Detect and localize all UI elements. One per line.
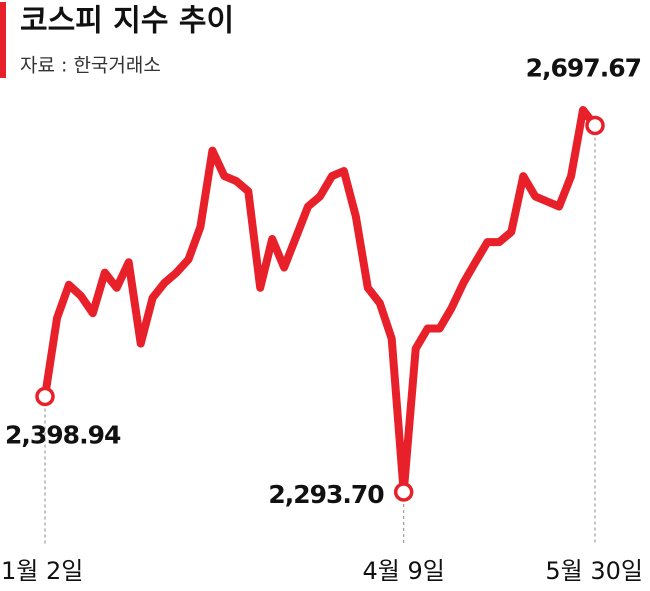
source-note: 자료 : 한국거래소	[20, 55, 161, 77]
point-marker	[393, 482, 414, 502]
line-series	[41, 106, 599, 496]
value-label: 2,293.70	[268, 480, 384, 509]
x-tick-label: 1월 2일	[1, 557, 83, 585]
title-accent	[0, 2, 6, 78]
x-tick-label: 5월 30일	[545, 557, 643, 585]
value-label: 2,697.67	[526, 53, 641, 82]
x-tick-label: 4월 9일	[363, 557, 445, 585]
point-marker	[585, 115, 605, 136]
chart-title: 코스피 지수 추이	[20, 4, 234, 39]
value-label: 2,398.94	[5, 421, 121, 450]
point-marker	[35, 386, 55, 407]
